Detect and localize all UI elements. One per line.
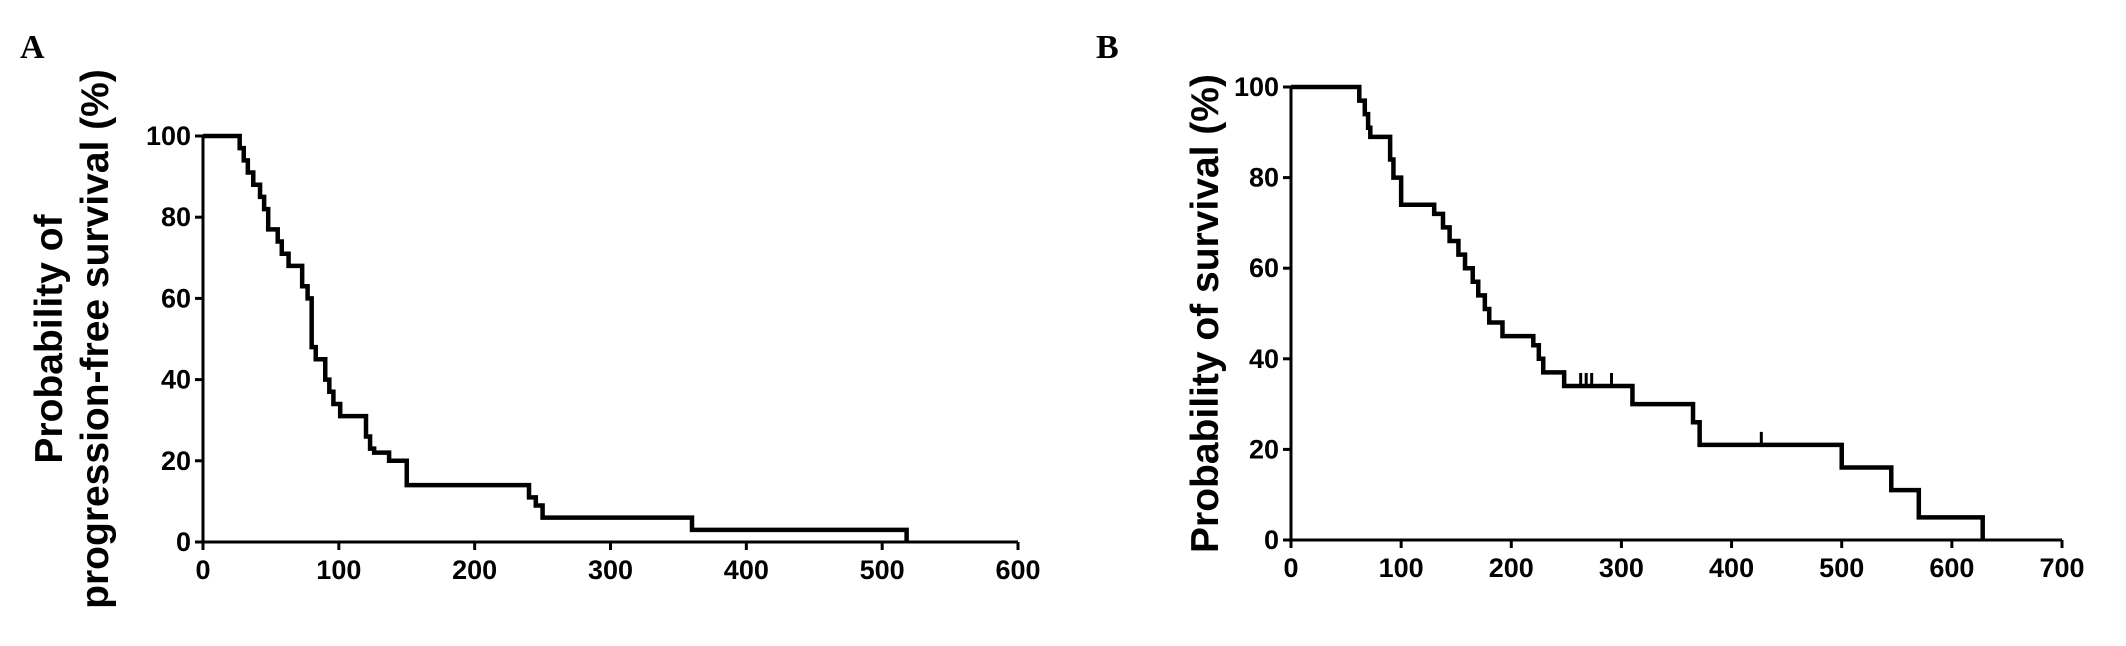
x-tick-label: 300 — [1599, 553, 1644, 583]
y-tick-label: 80 — [1249, 163, 1279, 193]
x-tick-label: 500 — [860, 555, 905, 585]
kaplan-meier-chart-b: B 0 20 40 60 80 100 0 100 200 300 400 500 600 700 Prob… — [1096, 29, 2085, 583]
x-tick-label: 300 — [588, 555, 633, 585]
survival-curve — [203, 133, 909, 542]
y-tick-label: 100 — [146, 121, 191, 151]
y-tick-label: 60 — [161, 283, 191, 313]
panel-letter-a: A — [20, 29, 45, 66]
x-tick-label: 700 — [2039, 553, 2084, 583]
y-tick-label: 60 — [1249, 253, 1279, 283]
y-axis-title: Probability of survival (%) — [1184, 74, 1227, 553]
chart-panel-a: A 0 20 40 60 80 100 0 100 200 300 400 500 600 Probabi… — [0, 0, 1060, 646]
x-tick-label: 0 — [195, 555, 210, 585]
chart-panel-b: B 0 20 40 60 80 100 0 100 200 300 400 500 600 700 Prob… — [1070, 0, 2126, 646]
y-axis-title: Probability of — [28, 213, 71, 463]
y-axis-title: progression-free survival (%) — [74, 69, 117, 609]
x-tick-label: 200 — [452, 555, 497, 585]
x-tick-label: 400 — [724, 555, 769, 585]
survival-curve — [1291, 84, 1985, 540]
x-tick-label: 400 — [1709, 553, 1754, 583]
y-tick-label: 80 — [161, 202, 191, 232]
y-tick-label: 0 — [1264, 525, 1279, 555]
x-tick-label: 100 — [1379, 553, 1424, 583]
y-tick-label: 20 — [1249, 434, 1279, 464]
x-tick-label: 600 — [1929, 553, 1974, 583]
x-tick-label: 500 — [1819, 553, 1864, 583]
x-tick-label: 600 — [995, 555, 1040, 585]
panel-letter-b: B — [1096, 29, 1119, 66]
kaplan-meier-chart-a: A 0 20 40 60 80 100 0 100 200 300 400 500 600 Probabi… — [20, 29, 1041, 609]
x-tick-label: 100 — [316, 555, 361, 585]
y-tick-label: 40 — [161, 365, 191, 395]
y-tick-label: 100 — [1234, 72, 1279, 102]
x-tick-label: 0 — [1283, 553, 1298, 583]
y-tick-label: 20 — [161, 446, 191, 476]
x-tick-label: 200 — [1489, 553, 1534, 583]
y-tick-label: 40 — [1249, 344, 1279, 374]
y-tick-label: 0 — [176, 527, 191, 557]
